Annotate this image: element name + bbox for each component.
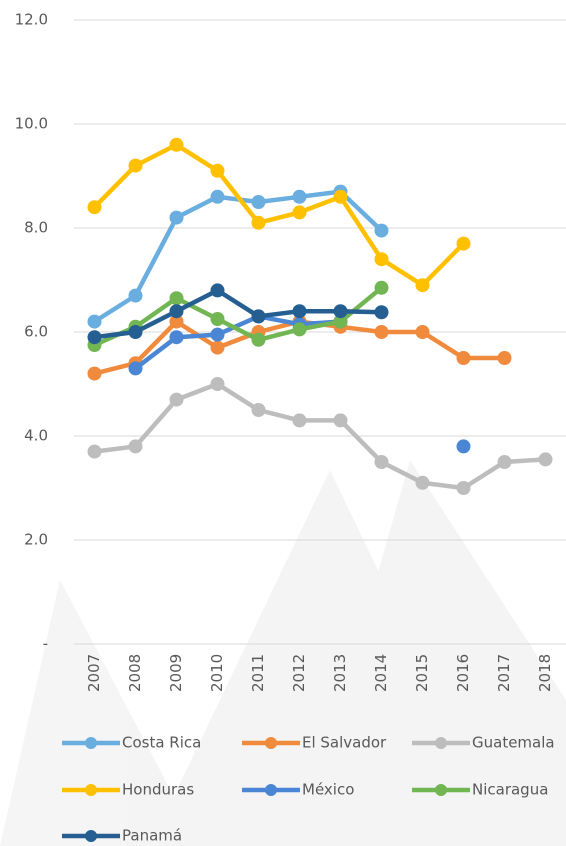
y-tick-label: 8.0 <box>24 219 48 237</box>
legend-label: Honduras <box>122 781 194 799</box>
y-tick-label: 2.0 <box>24 531 48 549</box>
y-tick-label: 10.0 <box>15 115 48 133</box>
x-tick-label: 2010 <box>208 654 226 692</box>
point <box>170 393 184 407</box>
point <box>88 330 102 344</box>
point <box>129 325 143 339</box>
y-tick-label: 12.0 <box>15 11 48 29</box>
point <box>170 138 184 152</box>
point <box>211 164 225 178</box>
point <box>334 190 348 204</box>
x-tick-label: 2014 <box>372 654 390 692</box>
legend-label: El Salvador <box>302 734 387 752</box>
y-tick-label: - <box>43 635 48 653</box>
point <box>293 205 307 219</box>
point <box>211 341 225 355</box>
x-tick-label: 2012 <box>290 654 308 692</box>
x-tick-label: 2009 <box>167 654 185 692</box>
point <box>252 403 266 417</box>
point <box>211 190 225 204</box>
legend-label: México <box>302 781 354 799</box>
x-tick-label: 2011 <box>249 654 267 692</box>
legend-marker <box>85 737 97 749</box>
point <box>293 322 307 336</box>
point <box>375 224 389 238</box>
legend-label: Guatemala <box>472 734 555 752</box>
point <box>129 361 143 375</box>
point <box>457 351 471 365</box>
point <box>375 281 389 295</box>
legend-marker <box>85 830 97 842</box>
point <box>416 325 430 339</box>
point <box>170 291 184 305</box>
legend-label: Nicaragua <box>472 781 548 799</box>
chart: - 2.0 4.0 6.0 8.0 10.0 12.0 2007 2008 2009 2010 201… <box>0 0 566 846</box>
point <box>375 455 389 469</box>
legend-label: Panamá <box>122 827 182 845</box>
legend-label: Costa Rica <box>122 734 201 752</box>
legend-marker <box>265 784 277 796</box>
point <box>539 452 553 466</box>
point <box>88 315 102 329</box>
point <box>498 351 512 365</box>
point <box>88 200 102 214</box>
legend-marker <box>85 784 97 796</box>
point <box>88 445 102 459</box>
x-tick-label: 2017 <box>495 654 513 692</box>
point <box>375 325 389 339</box>
y-tick-label: 6.0 <box>24 323 48 341</box>
point <box>170 211 184 225</box>
point <box>375 305 389 319</box>
point <box>293 304 307 318</box>
point <box>457 481 471 495</box>
x-tick-label: 2008 <box>126 654 144 692</box>
point <box>416 278 430 292</box>
point <box>293 413 307 427</box>
point <box>375 252 389 266</box>
point <box>211 283 225 297</box>
point <box>211 312 225 326</box>
point <box>129 439 143 453</box>
point <box>129 289 143 303</box>
point <box>252 216 266 230</box>
point <box>88 367 102 381</box>
x-tick-label: 2013 <box>331 654 349 692</box>
legend-marker <box>435 784 447 796</box>
point <box>170 304 184 318</box>
x-tick-label: 2007 <box>85 654 103 692</box>
point <box>252 195 266 209</box>
point <box>498 455 512 469</box>
x-tick-label: 2016 <box>454 654 472 692</box>
point <box>211 377 225 391</box>
legend-marker <box>265 737 277 749</box>
point <box>252 333 266 347</box>
point <box>211 328 225 342</box>
y-tick-label: 4.0 <box>24 427 48 445</box>
point <box>334 304 348 318</box>
point <box>416 476 430 490</box>
point <box>129 159 143 173</box>
point <box>457 237 471 251</box>
point <box>293 190 307 204</box>
point <box>252 309 266 323</box>
point <box>170 330 184 344</box>
point <box>334 413 348 427</box>
legend-marker <box>435 737 447 749</box>
x-tick-label: 2018 <box>536 654 554 692</box>
point <box>457 439 471 453</box>
x-tick-label: 2015 <box>413 654 431 692</box>
